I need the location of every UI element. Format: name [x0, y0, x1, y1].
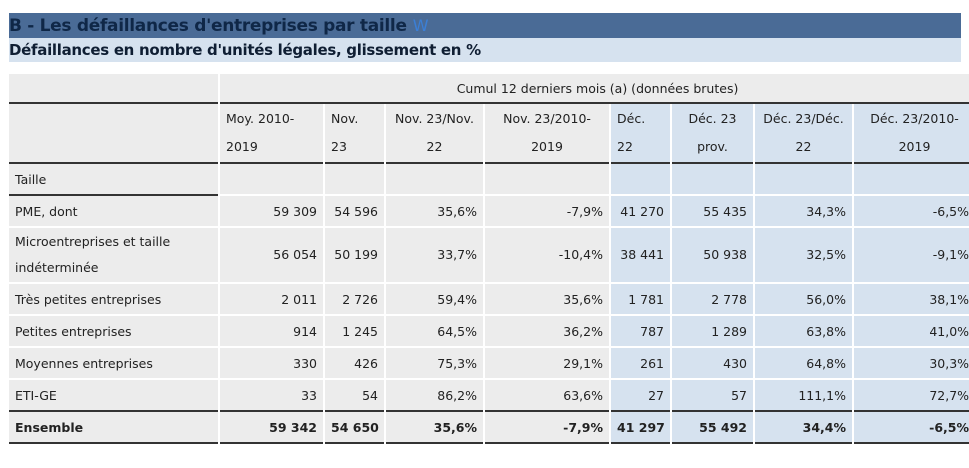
value-cell: 64,5% — [386, 316, 483, 348]
value-cell: 33 — [220, 380, 323, 412]
value-cell: 86,2% — [386, 380, 483, 412]
value-cell: 2 778 — [672, 284, 753, 316]
value-cell: 54 650 — [325, 412, 384, 444]
corner-cell — [9, 74, 218, 104]
value-cell: 32,5% — [755, 228, 852, 284]
value-cell: 38,1% — [854, 284, 969, 316]
value-cell: -7,9% — [485, 196, 609, 228]
value-cell: 50 938 — [672, 228, 753, 284]
group-header-row: Cumul 12 derniers mois (a) (données brut… — [9, 74, 969, 104]
value-cell: 330 — [220, 348, 323, 380]
empty-cell — [611, 164, 670, 196]
value-cell: 35,6% — [386, 412, 483, 444]
row-label: Moyennes entreprises — [9, 348, 218, 380]
empty-cell — [755, 164, 852, 196]
value-cell: 30,3% — [854, 348, 969, 380]
row-header-label: Taille — [9, 164, 218, 196]
column-header: Déc. 23/Déc. 22 — [755, 104, 852, 164]
group-header: Cumul 12 derniers mois (a) (données brut… — [220, 74, 969, 104]
value-cell: 426 — [325, 348, 384, 380]
column-header: Nov. 23 — [325, 104, 384, 164]
corner-cell — [9, 104, 218, 164]
value-cell: 72,7% — [854, 380, 969, 412]
value-cell: 59 342 — [220, 412, 323, 444]
value-cell: -9,1% — [854, 228, 969, 284]
row-label: PME, dont — [9, 196, 218, 228]
table-row: Ensemble 59 342 54 650 35,6% -7,9% 41 297 55 4… — [9, 412, 969, 444]
value-cell: -6,5% — [854, 412, 969, 444]
value-cell: 59 309 — [220, 196, 323, 228]
value-cell: 787 — [611, 316, 670, 348]
section-title-text: B - Les défaillances d'entreprises par t… — [9, 16, 407, 36]
empty-cell — [854, 164, 969, 196]
table-row: PME, dont 59 309 54 596 35,6% -7,9% 41 270 55 … — [9, 196, 969, 228]
value-cell: 36,2% — [485, 316, 609, 348]
column-header: Nov. 23/Nov. 22 — [386, 104, 483, 164]
table-row: Moyennes entreprises 330 426 75,3% 29,1% 261 4… — [9, 348, 969, 380]
value-cell: 35,6% — [386, 196, 483, 228]
table-row: ETI-GE 33 54 86,2% 63,6% 27 57 111,1% 72,7% — [9, 380, 969, 412]
empty-cell — [485, 164, 609, 196]
value-cell: 57 — [672, 380, 753, 412]
row-label: Ensemble — [9, 412, 218, 444]
value-cell: 54 — [325, 380, 384, 412]
table-row: Microentreprises et taille indéterminée 5… — [9, 228, 969, 284]
column-header: Déc. 23/2010-2019 — [854, 104, 969, 164]
value-cell: 33,7% — [386, 228, 483, 284]
value-cell: 35,6% — [485, 284, 609, 316]
empty-cell — [220, 164, 323, 196]
value-cell: 1 781 — [611, 284, 670, 316]
value-cell: -6,5% — [854, 196, 969, 228]
value-cell: 54 596 — [325, 196, 384, 228]
row-header-row: Taille — [9, 164, 969, 196]
row-label: Très petites entreprises — [9, 284, 218, 316]
row-label: Microentreprises et taille indéterminée — [9, 228, 218, 284]
value-cell: 1 245 — [325, 316, 384, 348]
value-cell: 41 297 — [611, 412, 670, 444]
value-cell: 34,3% — [755, 196, 852, 228]
table-subtitle: Défaillances en nombre d'unités légales,… — [9, 38, 961, 62]
value-cell: 56 054 — [220, 228, 323, 284]
value-cell: 111,1% — [755, 380, 852, 412]
value-cell: 41 270 — [611, 196, 670, 228]
column-header: Déc. 23 prov. — [672, 104, 753, 164]
column-header: Moy. 2010-2019 — [220, 104, 323, 164]
value-cell: 64,8% — [755, 348, 852, 380]
value-cell: 41,0% — [854, 316, 969, 348]
value-cell: 63,6% — [485, 380, 609, 412]
w-icon: W — [412, 16, 429, 35]
value-cell: 261 — [611, 348, 670, 380]
value-cell: 75,3% — [386, 348, 483, 380]
column-header-row: Moy. 2010-2019 Nov. 23 Nov. 23/Nov. 22 Nov.… — [9, 104, 969, 164]
failures-table: Cumul 12 derniers mois (a) (données brut… — [7, 74, 969, 444]
column-header: Déc. 22 — [611, 104, 670, 164]
value-cell: 55 435 — [672, 196, 753, 228]
empty-cell — [386, 164, 483, 196]
value-cell: 27 — [611, 380, 670, 412]
value-cell: 55 492 — [672, 412, 753, 444]
value-cell: 63,8% — [755, 316, 852, 348]
value-cell: -7,9% — [485, 412, 609, 444]
value-cell: 29,1% — [485, 348, 609, 380]
value-cell: 56,0% — [755, 284, 852, 316]
value-cell: 34,4% — [755, 412, 852, 444]
value-cell: 2 726 — [325, 284, 384, 316]
empty-cell — [672, 164, 753, 196]
row-label: Petites entreprises — [9, 316, 218, 348]
section-title: B - Les défaillances d'entreprises par t… — [9, 13, 961, 38]
value-cell: 38 441 — [611, 228, 670, 284]
value-cell: 2 011 — [220, 284, 323, 316]
value-cell: 50 199 — [325, 228, 384, 284]
value-cell: -10,4% — [485, 228, 609, 284]
table-row: Très petites entreprises 2 011 2 726 59,4% 3… — [9, 284, 969, 316]
value-cell: 59,4% — [386, 284, 483, 316]
row-label: ETI-GE — [9, 380, 218, 412]
empty-cell — [325, 164, 384, 196]
value-cell: 430 — [672, 348, 753, 380]
table-row: Petites entreprises 914 1 245 64,5% 36,2% 787… — [9, 316, 969, 348]
column-header: Nov. 23/2010-2019 — [485, 104, 609, 164]
value-cell: 1 289 — [672, 316, 753, 348]
value-cell: 914 — [220, 316, 323, 348]
